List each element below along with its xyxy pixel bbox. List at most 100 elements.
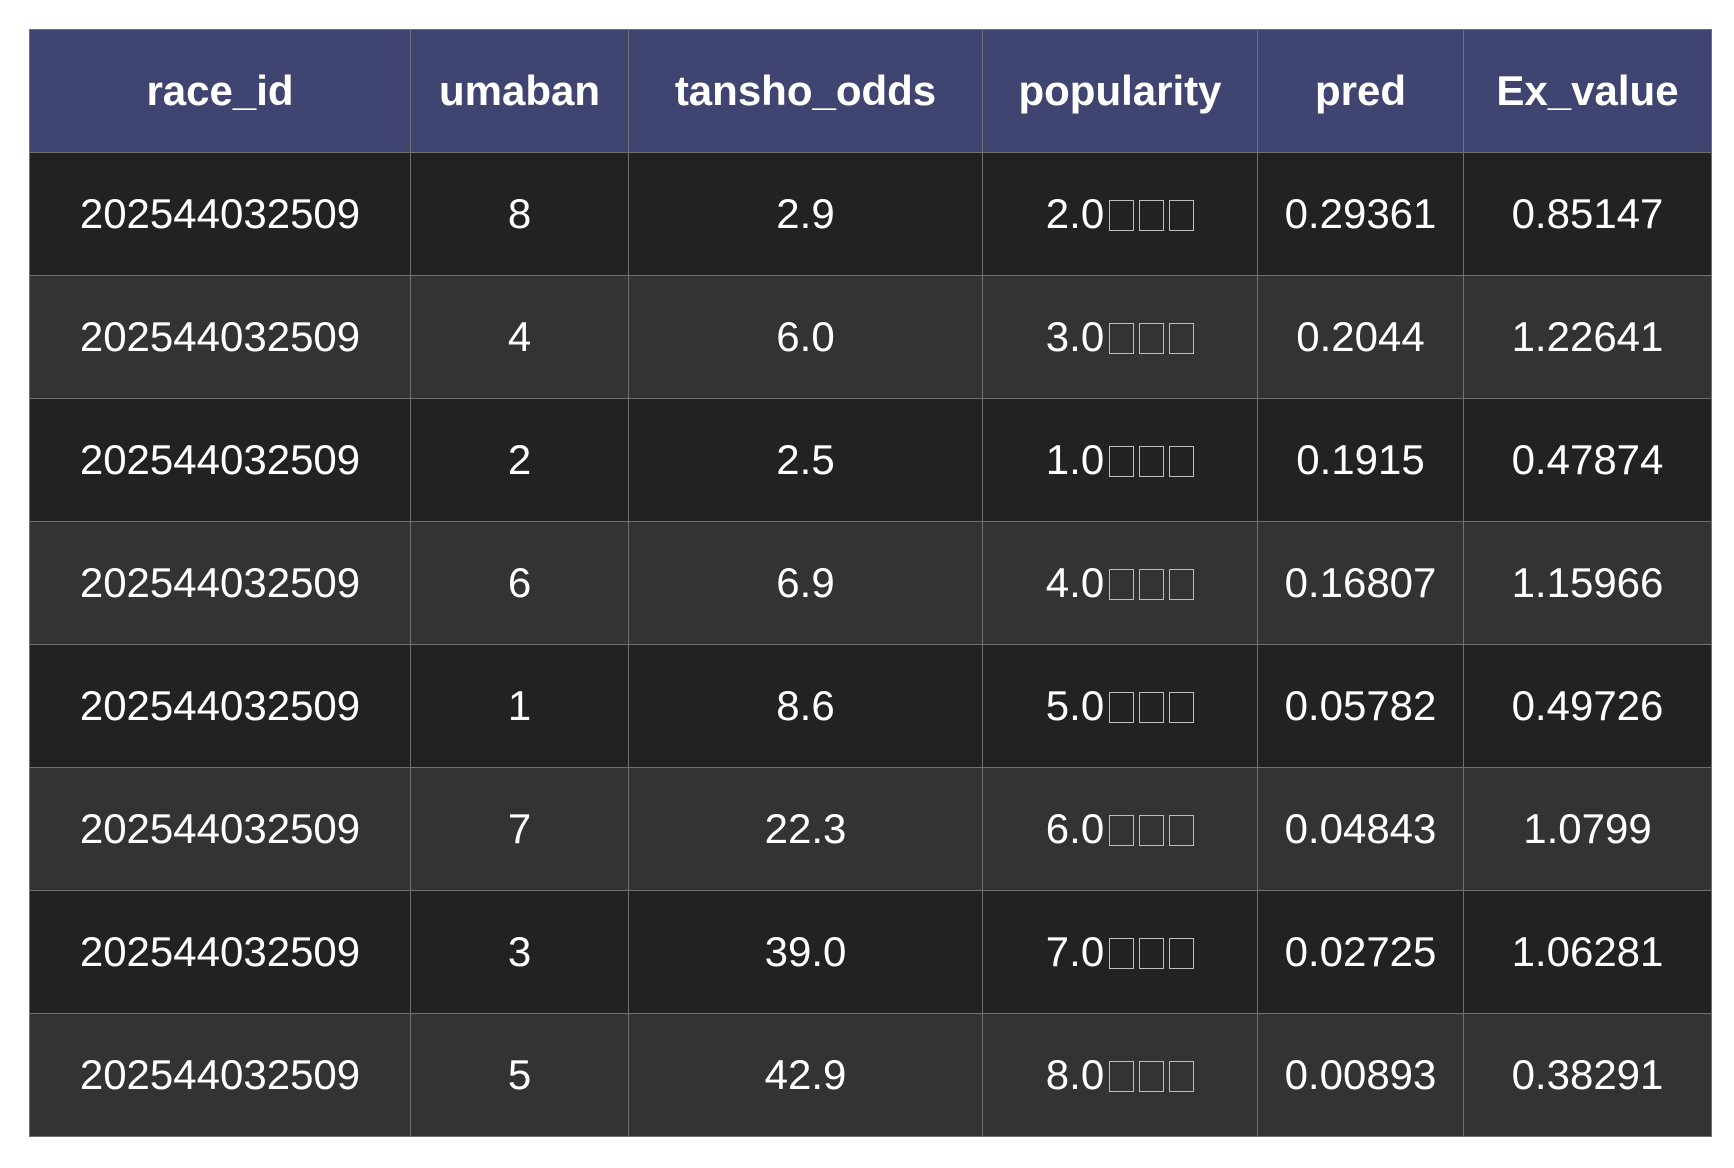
cell-umaban: 4 (410, 275, 629, 399)
cell-value: 0.49726 (1511, 682, 1664, 729)
cell-value: 7 (507, 805, 532, 852)
cell-tansho-odds: 22.3 (628, 767, 983, 891)
cell-value: 1.22641 (1511, 313, 1664, 360)
cell-value: 202544032509 (79, 682, 361, 729)
cell-race-id: 202544032509 (29, 398, 411, 522)
cell-value: 3.0 (1045, 313, 1105, 360)
table-row: 202544032509 5 42.9 8.0 0.00893 0.38291 (29, 1013, 1712, 1137)
missing-glyph-icon (1109, 1061, 1135, 1092)
cell-pred: 0.16807 (1257, 521, 1464, 645)
cell-ex-value: 1.15966 (1463, 521, 1712, 645)
cell-value: 0.85147 (1511, 190, 1664, 237)
cell-pred: 0.04843 (1257, 767, 1464, 891)
missing-glyph-icon (1139, 938, 1165, 969)
cell-race-id: 202544032509 (29, 890, 411, 1014)
cell-value: 8.6 (776, 682, 835, 729)
missing-glyph-icon (1169, 323, 1195, 354)
cell-value: 0.1915 (1296, 436, 1425, 483)
cell-race-id: 202544032509 (29, 152, 411, 276)
cell-value: 3 (507, 928, 532, 975)
cell-value: 0.00893 (1284, 1051, 1437, 1098)
cell-ex-value: 1.22641 (1463, 275, 1712, 399)
missing-glyph-icon (1169, 200, 1195, 231)
missing-glyph-icon (1109, 323, 1135, 354)
cell-race-id: 202544032509 (29, 1013, 411, 1137)
cell-popularity: 5.0 (982, 644, 1258, 768)
cell-race-id: 202544032509 (29, 767, 411, 891)
cell-value: 202544032509 (79, 1051, 361, 1098)
cell-pred: 0.05782 (1257, 644, 1464, 768)
cell-value: 5 (507, 1051, 532, 1098)
cell-race-id: 202544032509 (29, 644, 411, 768)
table-row: 202544032509 4 6.0 3.0 0.2044 1.22641 (29, 275, 1712, 399)
cell-value: 202544032509 (79, 928, 361, 975)
cell-value: 202544032509 (79, 559, 361, 606)
cell-value: 1 (507, 682, 532, 729)
cell-popularity: 7.0 (982, 890, 1258, 1014)
cell-value: 4 (507, 313, 532, 360)
cell-value: 4.0 (1045, 559, 1105, 606)
cell-value: 0.2044 (1296, 313, 1425, 360)
missing-glyph-icon (1139, 323, 1165, 354)
cell-value: 0.02725 (1284, 928, 1437, 975)
cell-popularity: 8.0 (982, 1013, 1258, 1137)
missing-glyph-icon (1169, 446, 1195, 477)
missing-glyph-icon (1139, 692, 1165, 723)
results-table-container: race_id umaban tansho_odds popularity pr… (29, 29, 1712, 1137)
cell-value: 0.29361 (1284, 190, 1437, 237)
missing-glyph-icon (1109, 815, 1135, 846)
cell-popularity: 2.0 (982, 152, 1258, 276)
cell-umaban: 7 (410, 767, 629, 891)
cell-tansho-odds: 42.9 (628, 1013, 983, 1137)
cell-value: 1.0 (1045, 436, 1105, 483)
cell-popularity: 1.0 (982, 398, 1258, 522)
cell-umaban: 2 (410, 398, 629, 522)
cell-value: 202544032509 (79, 190, 361, 237)
cell-tansho-odds: 6.0 (628, 275, 983, 399)
missing-glyph-icon (1169, 569, 1195, 600)
cell-value: 5.0 (1045, 682, 1105, 729)
cell-tansho-odds: 2.5 (628, 398, 983, 522)
cell-ex-value: 0.85147 (1463, 152, 1712, 276)
cell-value: 6.9 (776, 559, 835, 606)
cell-value: 202544032509 (79, 805, 361, 852)
cell-tansho-odds: 6.9 (628, 521, 983, 645)
table-row: 202544032509 3 39.0 7.0 0.02725 1.06281 (29, 890, 1712, 1014)
column-header-tansho-odds: tansho_odds (628, 29, 983, 153)
table-row: 202544032509 7 22.3 6.0 0.04843 1.0799 (29, 767, 1712, 891)
cell-ex-value: 0.49726 (1463, 644, 1712, 768)
cell-value: 39.0 (764, 928, 847, 975)
cell-umaban: 3 (410, 890, 629, 1014)
missing-glyph-icon (1139, 200, 1165, 231)
cell-value: 8.0 (1045, 1051, 1105, 1098)
table-row: 202544032509 8 2.9 2.0 0.29361 0.85147 (29, 152, 1712, 276)
cell-pred: 0.00893 (1257, 1013, 1464, 1137)
cell-value: 0.04843 (1284, 805, 1437, 852)
missing-glyph-icon (1109, 692, 1135, 723)
missing-glyph-icon (1109, 200, 1135, 231)
cell-tansho-odds: 2.9 (628, 152, 983, 276)
cell-pred: 0.29361 (1257, 152, 1464, 276)
cell-value: 202544032509 (79, 313, 361, 360)
missing-glyph-icon (1139, 815, 1165, 846)
table-row: 202544032509 1 8.6 5.0 0.05782 0.49726 (29, 644, 1712, 768)
cell-race-id: 202544032509 (29, 521, 411, 645)
column-header-popularity: popularity (982, 29, 1258, 153)
cell-umaban: 1 (410, 644, 629, 768)
cell-value: 6.0 (776, 313, 835, 360)
missing-glyph-icon (1169, 938, 1195, 969)
cell-ex-value: 0.38291 (1463, 1013, 1712, 1137)
missing-glyph-icon (1109, 569, 1135, 600)
cell-value: 202544032509 (79, 436, 361, 483)
cell-value: 0.05782 (1284, 682, 1437, 729)
missing-glyph-icon (1109, 938, 1135, 969)
table-body: 202544032509 8 2.9 2.0 0.29361 0.85147 2025440… (29, 152, 1712, 1137)
cell-value: 1.0799 (1523, 805, 1652, 852)
missing-glyph-icon (1139, 446, 1165, 477)
cell-ex-value: 1.06281 (1463, 890, 1712, 1014)
cell-value: 7.0 (1045, 928, 1105, 975)
cell-value: 2.0 (1045, 190, 1105, 237)
cell-value: 2 (507, 436, 532, 483)
cell-value: 0.38291 (1511, 1051, 1664, 1098)
cell-value: 2.9 (776, 190, 835, 237)
